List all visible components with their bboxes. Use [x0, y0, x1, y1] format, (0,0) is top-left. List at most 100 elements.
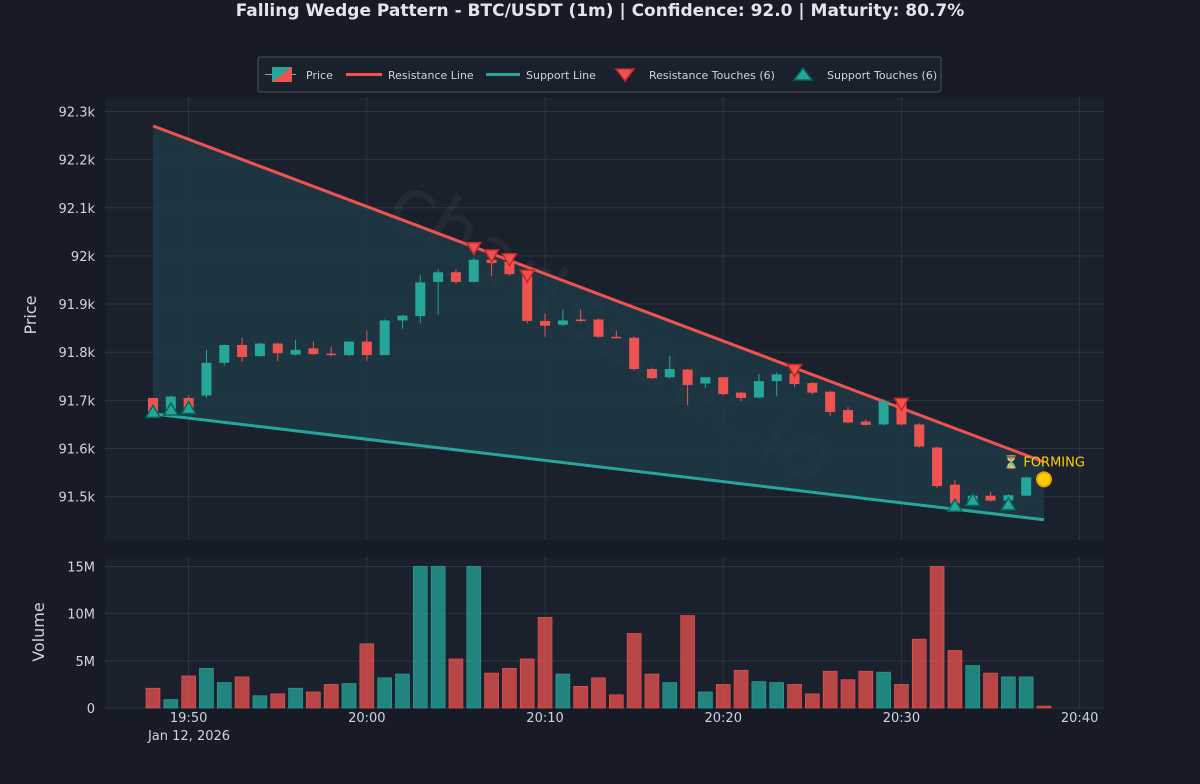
candle-down: [646, 369, 657, 379]
volume-bar: [234, 676, 250, 709]
volume-bar: [644, 673, 660, 709]
volume-bar: [840, 679, 856, 709]
candle-up: [344, 341, 355, 356]
volume-tick-label: 5M: [76, 655, 96, 670]
candle-up: [468, 259, 479, 282]
touch-markers: [144, 241, 1017, 513]
volume-bar: [377, 677, 392, 709]
volume-bar: [519, 658, 535, 709]
volume-bar: [965, 665, 981, 709]
volume-bar: [145, 687, 161, 709]
legend-support-touch-icon: [792, 66, 814, 81]
volume-bar: [805, 693, 820, 709]
candle-up: [557, 320, 568, 325]
candle-down: [949, 484, 960, 504]
volume-bar: [609, 694, 624, 709]
volume-bar: [751, 681, 767, 709]
candle-down: [736, 392, 747, 398]
resistance-line: [152, 124, 1045, 464]
volume-bar: [163, 699, 179, 709]
volume-bar: [252, 695, 268, 709]
volume-bar: [412, 566, 428, 709]
candle-down: [308, 348, 319, 355]
candle-down: [842, 409, 853, 423]
resistance-touch-marker: [518, 269, 536, 284]
volume-bar: [466, 566, 482, 709]
volume-bar: [270, 693, 286, 709]
volume-bar: [947, 650, 963, 709]
price-tick-label: 91.6k: [59, 443, 96, 458]
volume-bar: [216, 682, 232, 709]
price-axis: 91.5k 91.6k 91.7k 91.8k 91.9k 92k 92.1k 92.2k 92…: [59, 105, 96, 505]
candle-down: [272, 343, 283, 354]
volume-tick-label: 15M: [67, 560, 95, 575]
volume-tick-label: 10M: [67, 608, 95, 623]
volume-bar: [858, 670, 874, 709]
candle-up: [878, 401, 889, 425]
candle-up: [290, 349, 301, 355]
volume-bar: [662, 682, 678, 709]
volume-bar: [769, 682, 785, 709]
time-axis: 19:50 20:00 20:10 20:20 20:30 20:40: [170, 711, 1098, 726]
price-tick-label: 92.3k: [59, 105, 96, 120]
volume-bar: [395, 673, 410, 709]
candle-down: [825, 391, 836, 412]
resistance-touch-marker: [893, 397, 910, 412]
candle-down: [326, 353, 337, 356]
resistance-touch-marker: [501, 253, 518, 268]
volume-bar: [680, 615, 695, 709]
candle-down: [860, 421, 871, 425]
time-tick-label: 20:00: [348, 711, 385, 726]
price-tick-label: 91.7k: [59, 394, 96, 409]
time-tick-label: 20:20: [705, 711, 742, 726]
candle-down: [629, 337, 640, 370]
volume-bar: [911, 638, 927, 709]
candle-down: [450, 272, 461, 282]
candle-up: [379, 320, 390, 356]
forming-label: ⏳ FORMING: [1003, 454, 1085, 470]
volume-bar: [288, 687, 303, 709]
forming-point-marker: [1036, 471, 1052, 488]
support-touch-marker: [180, 400, 197, 415]
volume-bar: [1018, 676, 1034, 709]
legend-price-label: Price: [306, 69, 333, 82]
price-tick-label: 91.9k: [59, 298, 96, 313]
price-tick-label: 92.1k: [59, 202, 96, 217]
volume-bar: [306, 691, 321, 709]
volume-bar: [698, 691, 713, 709]
volume-bar: [1001, 676, 1016, 709]
volume-bar: [341, 683, 357, 709]
volume-bar: [555, 673, 571, 709]
support-touch-marker: [964, 492, 982, 507]
volume-bar: [1036, 705, 1052, 709]
candle-up: [753, 381, 764, 398]
volume-bar: [894, 684, 909, 709]
volume-bar: [430, 566, 446, 709]
price-axis-title: Price: [21, 295, 40, 334]
candle-down: [807, 383, 818, 393]
price-tick-label: 91.8k: [59, 346, 96, 361]
candle-down: [575, 319, 586, 321]
candle-down: [504, 261, 515, 275]
candle-up: [700, 377, 711, 384]
volume-bar: [983, 672, 998, 709]
volume-bar: [199, 668, 214, 709]
candle-down: [540, 320, 551, 326]
candle-up: [201, 362, 212, 396]
candle-up: [219, 344, 230, 363]
candle-down: [611, 336, 622, 339]
candle-down: [593, 319, 604, 337]
candle-up: [415, 282, 426, 317]
resistance-touch-marker: [786, 363, 803, 378]
volume-axis-title: Volume: [29, 602, 48, 662]
volume-bar: [573, 685, 588, 709]
support-touch-marker: [946, 497, 964, 513]
legend-price-swatch: [265, 67, 296, 82]
volume-bar: [537, 617, 553, 709]
chart-title: Falling Wedge Pattern - BTC/USDT (1m) | …: [236, 1, 965, 21]
volume-bar: [715, 684, 731, 709]
volume-bar: [448, 658, 464, 709]
volume-bar: [502, 668, 517, 709]
candle-down: [522, 273, 533, 321]
